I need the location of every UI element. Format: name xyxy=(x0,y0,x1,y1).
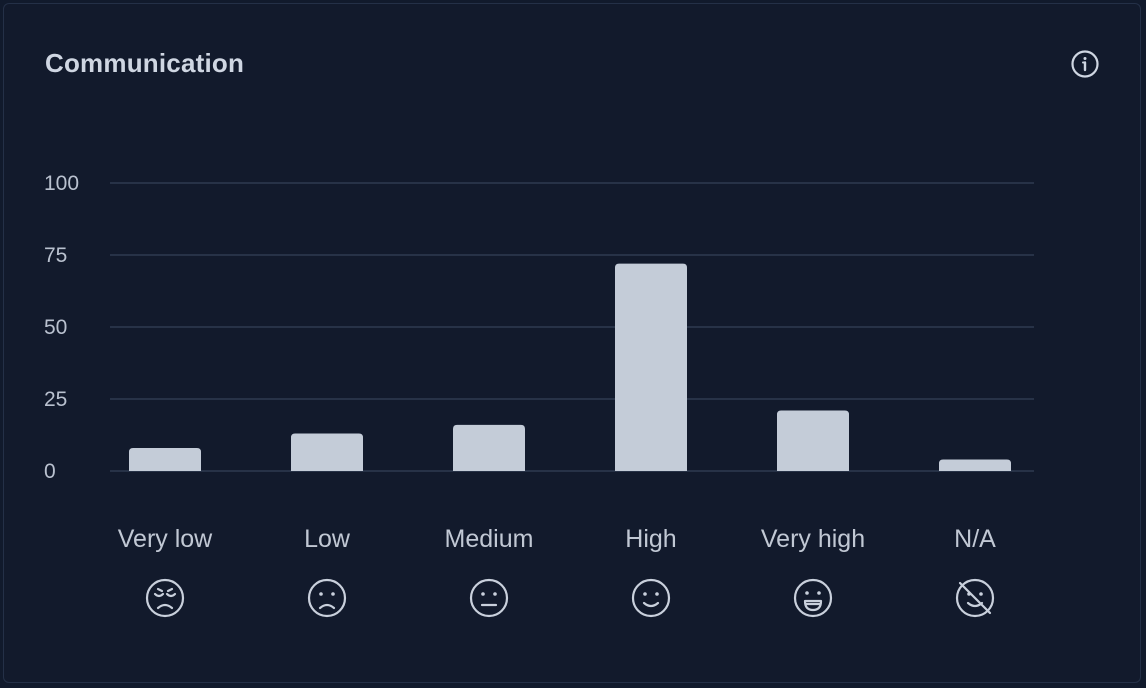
bar-low[interactable] xyxy=(291,433,363,471)
y-tick-label: 50 xyxy=(44,316,67,339)
smile-face-icon xyxy=(631,578,671,618)
chart-title: Communication xyxy=(45,48,245,78)
y-tick-label: 0 xyxy=(44,460,56,483)
bar-very-high[interactable] xyxy=(777,410,849,471)
bar-medium[interactable] xyxy=(453,424,525,471)
info-icon[interactable] xyxy=(1070,49,1100,79)
x-category-label: High xyxy=(625,525,676,553)
x-category-label: Very low xyxy=(118,525,213,553)
y-tick-label: 100 xyxy=(44,172,79,195)
x-category-label: Medium xyxy=(445,525,534,553)
neutral-face-icon xyxy=(469,578,509,618)
chart-card: Communication 0 25 50 75 100 Very low Low Medi… xyxy=(3,3,1141,683)
x-category-label: Very high xyxy=(761,525,865,553)
laugh-face-icon xyxy=(793,578,833,618)
no-face-icon xyxy=(955,578,995,618)
bar-very-low[interactable] xyxy=(129,447,201,471)
sad-tired-face-icon xyxy=(145,578,185,618)
bar-high[interactable] xyxy=(615,263,687,471)
y-tick-label: 75 xyxy=(44,244,67,267)
bar-chart: 0 25 50 75 100 Very low Low Medium High Very hig… xyxy=(44,172,1034,618)
bar-n-a[interactable] xyxy=(939,459,1011,471)
frown-face-icon xyxy=(307,578,347,618)
x-category-label: N/A xyxy=(954,525,996,553)
x-category-label: Low xyxy=(304,525,351,553)
y-tick-label: 25 xyxy=(44,388,67,411)
